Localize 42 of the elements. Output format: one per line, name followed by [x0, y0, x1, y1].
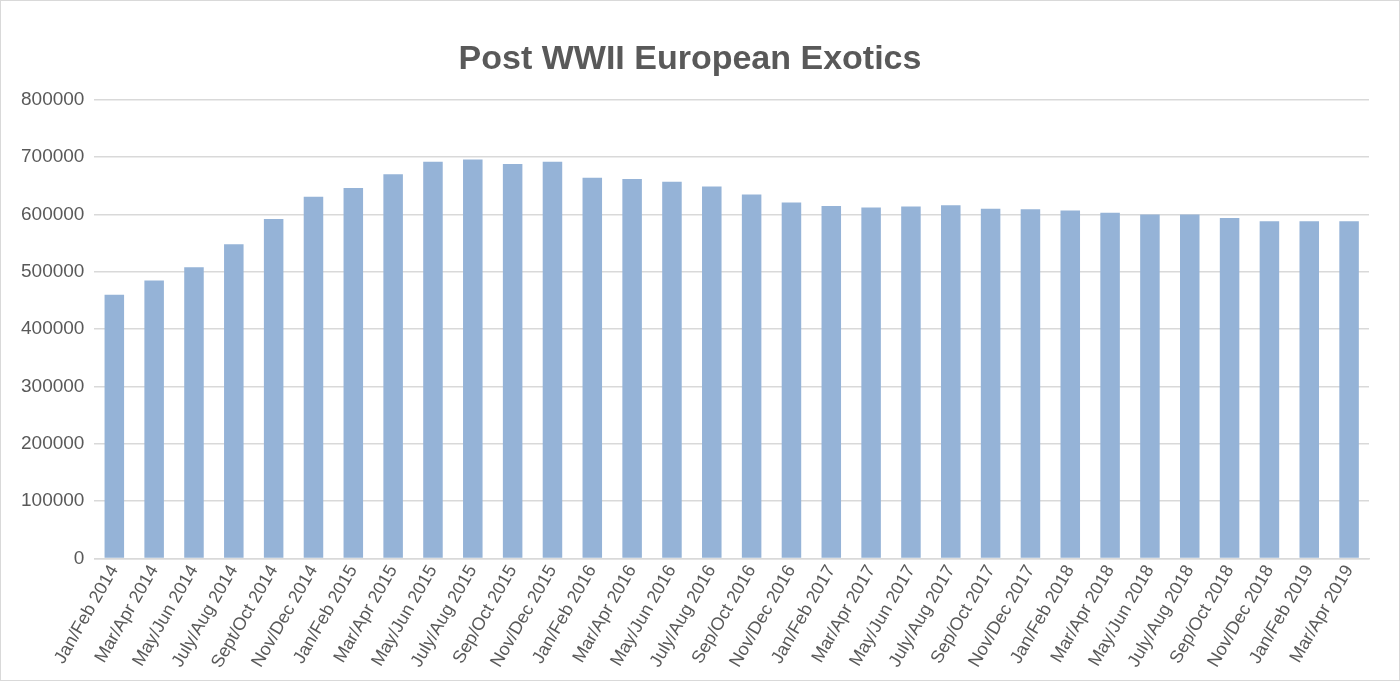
bar	[502, 164, 523, 558]
bar	[702, 186, 722, 558]
bar	[542, 161, 563, 558]
bar	[423, 161, 443, 558]
chart-title: Post WWII European Exotics	[458, 37, 922, 76]
bar	[1219, 217, 1240, 558]
bar	[941, 205, 961, 558]
bar	[1180, 214, 1200, 558]
y-tick-label: 400000	[21, 317, 85, 339]
y-tick-label: 600000	[21, 202, 85, 224]
bar	[383, 174, 403, 558]
bar	[861, 207, 881, 558]
bar	[343, 188, 364, 558]
bar	[781, 202, 802, 558]
y-tick-label: 500000	[21, 260, 85, 282]
bar	[1060, 210, 1081, 558]
bar	[463, 159, 483, 558]
bar	[1259, 221, 1280, 558]
y-tick-label: 100000	[21, 489, 85, 511]
y-tick-label: 800000	[21, 88, 85, 110]
bar	[1020, 209, 1041, 558]
bar	[980, 208, 1001, 558]
y-tick-label: 300000	[21, 374, 85, 396]
bar	[1339, 221, 1359, 558]
bar	[741, 194, 762, 558]
bar	[901, 206, 921, 558]
bar	[224, 244, 244, 558]
bar	[1299, 221, 1320, 558]
bar	[303, 196, 324, 558]
bar	[184, 267, 204, 558]
y-tick-label: 700000	[21, 145, 85, 167]
bar	[263, 219, 284, 558]
bar	[144, 280, 164, 558]
bar	[582, 177, 603, 558]
bar	[662, 181, 682, 558]
bar	[1140, 214, 1160, 558]
y-tick-label: 200000	[21, 432, 85, 454]
bar	[821, 205, 842, 558]
bar	[1100, 212, 1120, 558]
bar	[104, 294, 125, 558]
y-tick-label: 0	[73, 546, 85, 568]
bar	[622, 178, 642, 558]
